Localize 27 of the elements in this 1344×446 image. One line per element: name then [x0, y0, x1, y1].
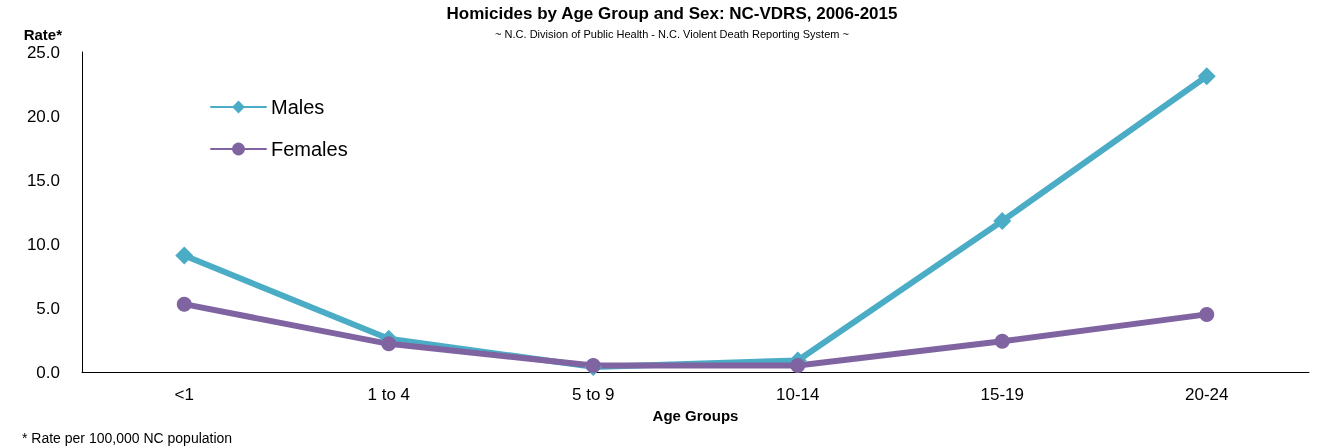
- legend-label: Males: [271, 96, 325, 118]
- point: [994, 333, 1010, 349]
- y-tick-label: 10.0: [26, 234, 60, 254]
- y-tick-label: 20.0: [26, 106, 60, 126]
- point: [176, 296, 192, 312]
- x-axis-title: Age Groups: [652, 406, 739, 424]
- point: [175, 246, 194, 265]
- x-tick-label: 1 to 4: [367, 385, 411, 404]
- point: [1197, 67, 1216, 86]
- point: [993, 211, 1012, 230]
- chart-subtitle: ~ N.C. Division of Public Health - N.C. Violent Death Reporting System ~: [495, 27, 849, 40]
- y-tick-label: 15.0: [26, 170, 60, 190]
- legend-label: Females: [271, 138, 348, 160]
- x-tick-label: <1: [174, 385, 194, 404]
- text: * Rate per 100,000 NC population: [22, 430, 233, 446]
- point: [381, 336, 397, 352]
- x-tick-label: 5 to 9: [571, 385, 615, 404]
- x-tick-label: 20-24: [1185, 385, 1229, 404]
- x-tick-label: 10-14: [776, 385, 820, 404]
- point: [790, 358, 806, 374]
- y-tick-label: 0.0: [36, 362, 60, 382]
- y-tick-label: 25.0: [26, 42, 60, 62]
- point: [1199, 306, 1215, 322]
- y-tick-label: 5.0: [36, 298, 60, 318]
- x-tick-label: 15-19: [980, 385, 1024, 404]
- y-axis-title: Rate*: [23, 26, 63, 43]
- chart-title: Homicides by Age Group and Sex: NC-VDRS, 2006-2015: [446, 4, 898, 23]
